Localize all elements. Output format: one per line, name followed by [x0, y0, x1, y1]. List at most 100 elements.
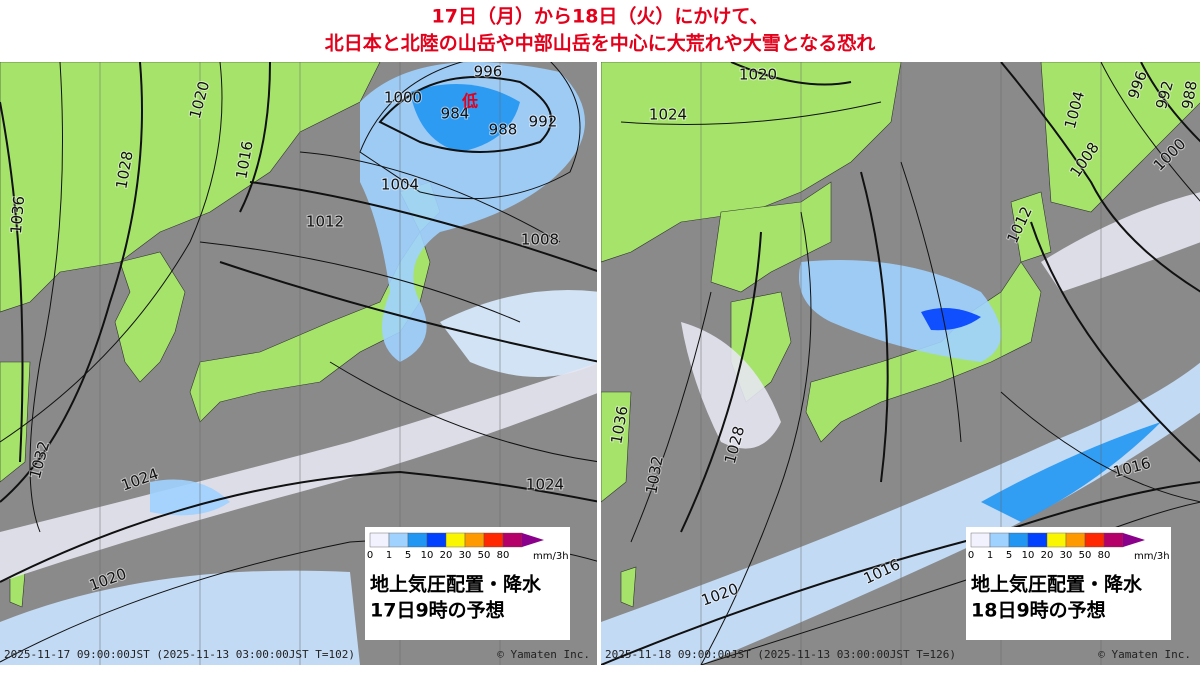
isobar: [900, 161, 962, 443]
legend-swatch: [426, 532, 447, 548]
land: [620, 566, 637, 608]
isobar: [0, 470, 597, 583]
precipitation-area: [150, 479, 230, 516]
precipitation-area: [921, 308, 981, 331]
legend-tick: 0: [968, 550, 974, 561]
legend-swatch: [388, 532, 409, 548]
isobar-label: 992: [529, 113, 558, 131]
legend-swatch: [483, 532, 504, 548]
legend-swatch: [445, 532, 466, 548]
legend-swatch: [989, 532, 1010, 548]
isobar: [219, 261, 597, 363]
legend-swatch: [1084, 532, 1105, 548]
legend-unit: mm/3h: [533, 551, 569, 562]
isobar-label: 988: [1178, 79, 1200, 110]
caption: 地上気圧配置・降水: [971, 573, 1143, 596]
isobar-label: 1008: [521, 231, 559, 249]
legend-tick: 80: [497, 550, 510, 561]
legend-swatch: [1103, 532, 1124, 548]
precipitation-area: [360, 62, 585, 362]
land: [114, 251, 186, 383]
isobar-label: 984: [441, 105, 470, 123]
isobar: [601, 481, 1200, 665]
isobar: [1100, 62, 1200, 202]
caption: 18日9時の予想: [971, 599, 1106, 622]
legend-tick: 5: [1006, 550, 1012, 561]
isobar: [0, 101, 24, 463]
isobar: [1000, 62, 1200, 293]
legend-swatch: [1027, 532, 1048, 548]
legend-swatch: [464, 532, 485, 548]
timestamp: 2025-11-17 09:00:00JST (2025-11-13 03:00…: [4, 648, 355, 661]
isobar: [359, 62, 581, 200]
isobar: [378, 76, 553, 153]
headline: 17日（月）から18日（火）にかけて、: [432, 5, 769, 28]
isobar-label: 1000: [384, 89, 422, 107]
legend-swatch: [502, 532, 523, 548]
legend-tick: 1: [386, 550, 392, 561]
legend-tick: 20: [440, 550, 453, 561]
isobar: [730, 62, 852, 86]
isobar: [249, 181, 597, 273]
isobar: [1030, 221, 1200, 463]
isobar-label: 1004: [381, 176, 419, 194]
isobar: [329, 361, 597, 463]
isobar: [299, 151, 561, 243]
isobar: [239, 62, 271, 213]
precipitation-area: [601, 362, 1200, 665]
legend-swatch: [369, 532, 390, 548]
isobar-label: 1024: [526, 476, 564, 494]
legend-swatch: [970, 532, 991, 548]
isobar-label: 1012: [306, 213, 344, 231]
isobar: [620, 101, 882, 125]
isobar-label: 1020: [739, 66, 777, 84]
land: [601, 62, 902, 263]
headline: 北日本と北陸の山岳や中部山岳を中心に大荒れや大雪となる恐れ: [325, 32, 875, 55]
legend-tick: 30: [1060, 550, 1073, 561]
isobar: [1000, 391, 1200, 503]
precipitation-area: [1041, 192, 1200, 292]
low-pressure-mark: 低: [461, 92, 478, 111]
legend-tick: 50: [1079, 550, 1092, 561]
isobar: [1140, 62, 1200, 143]
isobar: [29, 62, 63, 533]
isobar: [0, 62, 143, 503]
isobar-label: 1024: [649, 106, 687, 124]
legend-arrow: [1123, 533, 1145, 547]
isobar-label: 1036: [7, 195, 28, 235]
legend-tick: 1: [987, 550, 993, 561]
credit: © Yamaten Inc.: [497, 648, 590, 661]
isobar: [199, 241, 521, 323]
precipitation-area: [410, 84, 520, 152]
land: [601, 391, 632, 503]
isobar-label: 996: [474, 63, 503, 81]
legend-tick: 30: [459, 550, 472, 561]
legend-swatch: [1065, 532, 1086, 548]
isobar: [680, 231, 762, 533]
legend-tick: 80: [1098, 550, 1111, 561]
isobar: [0, 62, 223, 443]
legend-swatch: [1008, 532, 1029, 548]
isobar-label: 988: [489, 121, 518, 139]
land: [0, 62, 381, 313]
legend-arrow: [522, 533, 544, 547]
legend-tick: 50: [478, 550, 491, 561]
precipitation-area: [0, 362, 597, 582]
land: [1040, 62, 1200, 213]
caption: 17日9時の予想: [370, 599, 505, 622]
land: [1010, 191, 1052, 263]
legend-unit: mm/3h: [1134, 551, 1170, 562]
precipitation-area: [799, 260, 1001, 362]
legend-tick: 5: [405, 550, 411, 561]
precipitation-area: [981, 422, 1161, 522]
isobar: [630, 291, 712, 543]
legend-tick: 0: [367, 550, 373, 561]
legend-swatch: [407, 532, 428, 548]
credit: © Yamaten Inc.: [1098, 648, 1191, 661]
isobar: [700, 211, 812, 665]
legend-tick: 10: [1022, 550, 1035, 561]
legend-tick: 10: [421, 550, 434, 561]
